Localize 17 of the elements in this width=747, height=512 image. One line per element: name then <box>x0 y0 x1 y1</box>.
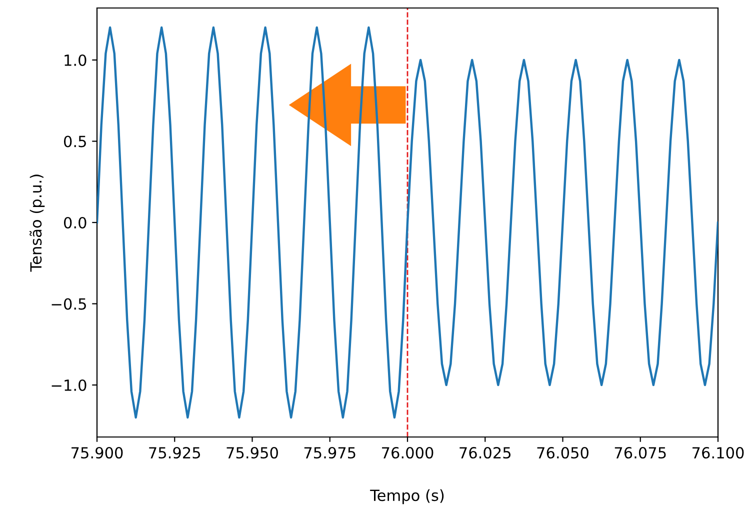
y-axis-title: Tensão (p.u.) <box>30 174 45 272</box>
x-tick-label: 75.975 <box>304 446 356 459</box>
y-tick-label: 1.0 <box>64 54 86 66</box>
x-axis-title: Tempo (s) <box>370 489 444 504</box>
line-series <box>97 26 718 419</box>
x-tick-label: 76.000 <box>382 446 434 459</box>
x-tick-label: 76.075 <box>614 446 666 459</box>
y-tick-label: −1.0 <box>52 379 86 392</box>
x-tick-label: 75.950 <box>226 446 278 459</box>
x-tick-label: 75.925 <box>149 446 200 459</box>
y-tick-label: −0.5 <box>52 298 86 310</box>
x-tick-label: 75.900 <box>72 446 123 459</box>
y-tick-label: 0.5 <box>64 136 86 148</box>
x-tick-label: 76.100 <box>692 446 744 459</box>
x-tick-label: 76.025 <box>460 446 511 459</box>
y-tick-label: 0.0 <box>64 216 86 229</box>
x-tick-label: 76.050 <box>537 446 588 459</box>
